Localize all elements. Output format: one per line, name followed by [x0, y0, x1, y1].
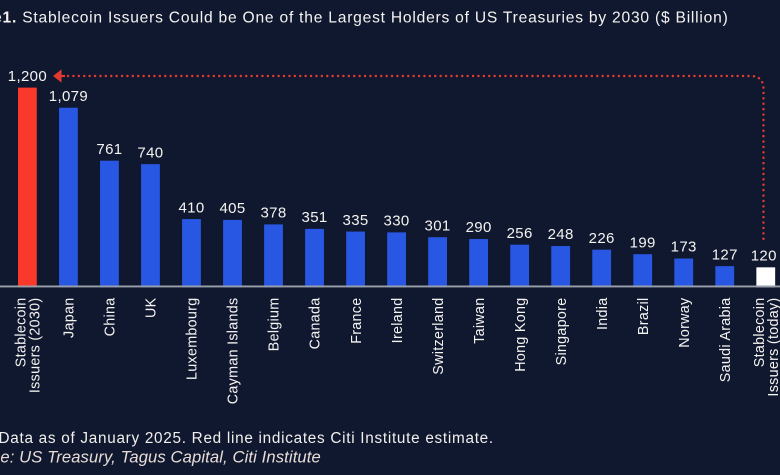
svg-text:Singapore: Singapore — [554, 298, 570, 366]
svg-text:1,079: 1,079 — [49, 88, 88, 105]
svg-text:China: China — [103, 298, 119, 337]
svg-text:330: 330 — [384, 213, 410, 230]
svg-text:127: 127 — [712, 246, 738, 263]
svg-text:Data as of January 2025. Red l: Data as of January 2025. Red line indica… — [0, 430, 494, 447]
svg-text:Issuers (2030): Issuers (2030) — [27, 298, 43, 394]
svg-text:761: 761 — [96, 141, 122, 158]
svg-text:226: 226 — [589, 230, 615, 247]
svg-text:Switzerland: Switzerland — [431, 298, 447, 375]
svg-text:173: 173 — [671, 239, 697, 256]
svg-text:India: India — [595, 298, 611, 331]
svg-text:Norway: Norway — [677, 297, 693, 348]
svg-text:Saudi Arabia: Saudi Arabia — [718, 298, 734, 383]
svg-text:410: 410 — [178, 199, 204, 216]
svg-text:Luxembourg: Luxembourg — [185, 298, 201, 380]
svg-text:740: 740 — [137, 144, 163, 161]
svg-text:378: 378 — [260, 205, 286, 222]
svg-text:UK: UK — [144, 297, 160, 318]
svg-text:120: 120 — [751, 248, 777, 265]
svg-text:290: 290 — [466, 219, 492, 236]
svg-text:France: France — [349, 298, 365, 344]
svg-text:Issuers (today): Issuers (today) — [766, 298, 780, 397]
svg-text:Stablecoin: Stablecoin — [752, 298, 768, 368]
svg-text:Ireland: Ireland — [390, 298, 406, 344]
svg-text:Source: US Treasury, Tagus Cap: Source: US Treasury, Tagus Capital, Citi… — [0, 448, 321, 467]
svg-text:351: 351 — [302, 209, 328, 226]
svg-text:248: 248 — [548, 226, 574, 243]
svg-text:Belgium: Belgium — [267, 298, 283, 352]
svg-text:Japan: Japan — [62, 298, 78, 338]
svg-text:405: 405 — [219, 200, 245, 217]
svg-text:199: 199 — [630, 234, 656, 251]
svg-text:Figure 1. Stablecoin Issuers C: Figure 1. Stablecoin Issuers Could be On… — [0, 10, 729, 27]
svg-text:Hong Kong: Hong Kong — [513, 298, 529, 372]
svg-text:e: e — [0, 10, 2, 27]
svg-text:Stablecoin: Stablecoin — [14, 298, 30, 368]
svg-text:Canada: Canada — [308, 298, 324, 350]
svg-text:Taiwan: Taiwan — [472, 298, 488, 344]
svg-text:1,200: 1,200 — [8, 68, 47, 85]
svg-text:301: 301 — [425, 217, 451, 234]
svg-text:256: 256 — [507, 225, 533, 242]
svg-text:Cayman Islands: Cayman Islands — [226, 298, 242, 405]
svg-text:Brazil: Brazil — [636, 298, 652, 336]
svg-text:335: 335 — [343, 212, 369, 229]
